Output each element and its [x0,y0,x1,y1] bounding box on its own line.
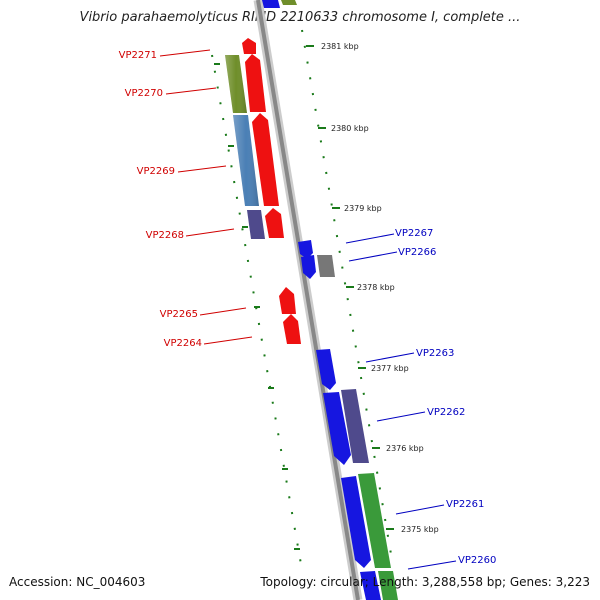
gene-vp2268-red[interactable] [265,208,284,238]
gene-vp2269-red[interactable] [252,113,279,206]
svg-text:VP2266: VP2266 [398,247,436,258]
tick-label-2375: 2375 kbp [401,525,439,534]
gene-label-vp2269[interactable]: VP2269 [137,165,227,177]
tick-label-2381: 2381 kbp [321,42,359,51]
svg-text:VP2261: VP2261 [446,499,484,510]
accession-text: Accession: NC_004603 [9,575,146,589]
tick-label-2379: 2379 kbp [344,204,382,213]
gene-label-vp2261[interactable]: VP2261 [395,499,484,515]
svg-text:VP2264: VP2264 [164,338,202,349]
svg-text:VP2271: VP2271 [119,50,157,61]
tick-2377: 2377 kbp [358,364,409,373]
gene-vp2270-red[interactable] [245,54,266,112]
gene-label-vp2266[interactable]: VP2266 [348,247,436,262]
left-track-dashes [214,63,300,550]
map-title: Vibrio parahaemolyticus RIMD 2210633 chr… [79,10,521,25]
gene-vp2266-gray[interactable] [317,255,335,277]
gene-vp2263[interactable] [316,349,336,390]
tick-label-2377: 2377 kbp [371,364,409,373]
svg-text:VP2270: VP2270 [125,88,163,99]
svg-text:VP2260: VP2260 [458,555,496,566]
svg-text:VP2269: VP2269 [137,166,175,177]
gene-label-vp2271[interactable]: VP2271 [119,49,211,61]
gene-top-olive-partial[interactable] [281,0,297,5]
gene-vp2260-blue[interactable] [360,571,381,600]
tick-label-2380: 2380 kbp [331,124,369,133]
gene-label-vp2267[interactable]: VP2267 [345,228,433,244]
gene-vp2261-green[interactable] [358,473,391,568]
tick-2379: 2379 kbp [332,204,382,213]
gene-vp2269-steelblue[interactable] [233,115,259,206]
gene-label-vp2263[interactable]: VP2263 [365,348,454,363]
gene-label-vp2265[interactable]: VP2265 [160,307,247,320]
svg-text:VP2265: VP2265 [160,309,198,320]
gene-label-vp2262[interactable]: VP2262 [376,407,465,422]
gene-label-vp2260[interactable]: VP2260 [407,555,496,570]
gene-vp2270-olive[interactable] [225,55,247,113]
tick-2378: 2378 kbp [346,283,395,292]
gene-vp2264[interactable] [283,314,301,344]
svg-text:VP2267: VP2267 [395,228,433,239]
gene-vp2262-purple[interactable] [341,389,369,463]
gene-vp2268-purple[interactable] [247,210,265,239]
tick-2376: 2376 kbp [372,444,424,453]
gene-label-vp2270[interactable]: VP2270 [125,87,217,99]
tick-2381: 2381 kbp [306,42,359,51]
gene-vp2262-blue[interactable] [323,392,351,465]
tick-label-2376: 2376 kbp [386,444,424,453]
svg-text:VP2262: VP2262 [427,407,465,418]
tick-2375: 2375 kbp [386,525,439,534]
gene-vp2271-top-arrow[interactable] [242,38,256,54]
topology-text: Topology: circular; Length: 3,288,558 bp… [260,575,590,589]
gene-vp2261-blue[interactable] [341,476,371,568]
gene-label-vp2264[interactable]: VP2264 [164,336,253,349]
gene-label-vp2268[interactable]: VP2268 [146,228,235,241]
gene-vp2265[interactable] [279,287,296,314]
gene-top-blue-partial[interactable] [262,0,280,8]
svg-text:VP2263: VP2263 [416,348,454,359]
gene-vp2266-blue[interactable] [301,255,316,279]
gene-vp2267[interactable] [298,240,313,259]
gene-vp2260-green[interactable] [378,571,398,600]
svg-text:VP2268: VP2268 [146,230,184,241]
tick-2380: 2380 kbp [318,124,369,133]
tick-label-2378: 2378 kbp [357,283,395,292]
chromosome-backbone [253,0,363,600]
